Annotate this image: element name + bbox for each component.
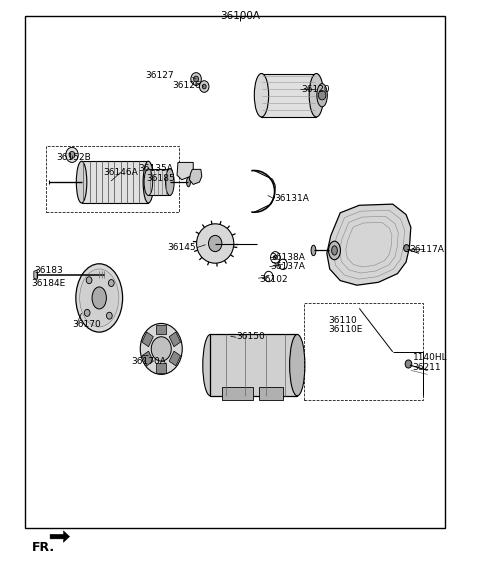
Text: 36102: 36102 [259,275,288,284]
Circle shape [202,84,206,89]
Polygon shape [169,332,180,347]
Text: 36135A: 36135A [138,164,173,173]
Bar [82,161,148,203]
Text: 1140HL: 1140HL [413,353,447,362]
Polygon shape [156,325,166,335]
Ellipse shape [151,337,171,361]
Text: 36152B: 36152B [56,153,91,162]
Polygon shape [177,162,193,180]
Text: FR.: FR. [32,541,55,553]
Ellipse shape [309,73,324,117]
Polygon shape [142,351,153,366]
Polygon shape [142,332,153,347]
Text: 36150: 36150 [237,332,265,340]
Bar [304,303,423,400]
Ellipse shape [254,73,269,117]
Circle shape [405,360,412,368]
Text: 36117A: 36117A [409,245,444,254]
Polygon shape [190,169,202,184]
Text: 36170A: 36170A [131,357,166,366]
Text: 36138A: 36138A [270,253,305,262]
Text: 36120: 36120 [301,85,330,94]
Bar [25,16,445,528]
Circle shape [274,255,277,260]
Text: 36170: 36170 [72,320,101,328]
Ellipse shape [332,246,337,255]
Ellipse shape [80,269,119,327]
Bar [148,169,170,196]
Text: 36110E: 36110E [328,325,362,333]
Ellipse shape [311,245,316,255]
Text: 36185: 36185 [146,173,175,183]
Text: 36131A: 36131A [275,194,309,203]
Text: 36211: 36211 [413,363,442,372]
Circle shape [191,73,201,86]
Text: 36137A: 36137A [270,262,305,271]
Text: 36100A: 36100A [220,10,260,20]
Polygon shape [50,531,70,542]
Ellipse shape [92,287,107,309]
Circle shape [199,81,209,93]
Text: 36126: 36126 [172,81,201,90]
Text: 36127: 36127 [145,71,174,80]
Circle shape [107,312,112,319]
Circle shape [108,279,114,286]
Bar [210,335,297,396]
Circle shape [84,310,90,317]
Text: 36184E: 36184E [32,279,66,288]
Text: 36110: 36110 [328,316,357,325]
Bar [259,387,283,400]
Polygon shape [327,204,411,285]
Polygon shape [34,270,37,279]
Ellipse shape [76,161,87,203]
Polygon shape [156,363,166,372]
Bar [262,74,316,117]
Ellipse shape [143,161,154,203]
Polygon shape [169,351,180,366]
Ellipse shape [144,169,153,196]
Circle shape [208,235,222,251]
Text: 36183: 36183 [34,265,62,275]
Circle shape [194,76,199,82]
Circle shape [69,151,75,158]
Ellipse shape [76,264,122,332]
Ellipse shape [203,335,218,396]
Ellipse shape [317,84,327,107]
Ellipse shape [289,335,305,396]
Text: 36145: 36145 [168,243,196,252]
Circle shape [318,91,326,100]
Ellipse shape [197,224,234,263]
Bar [46,146,179,212]
Circle shape [86,276,92,283]
Ellipse shape [328,241,340,260]
Bar [222,387,253,400]
Ellipse shape [140,324,182,374]
Circle shape [404,244,409,251]
Ellipse shape [187,178,191,187]
Ellipse shape [166,169,174,196]
Circle shape [66,147,78,162]
Text: 36146A: 36146A [103,168,138,177]
